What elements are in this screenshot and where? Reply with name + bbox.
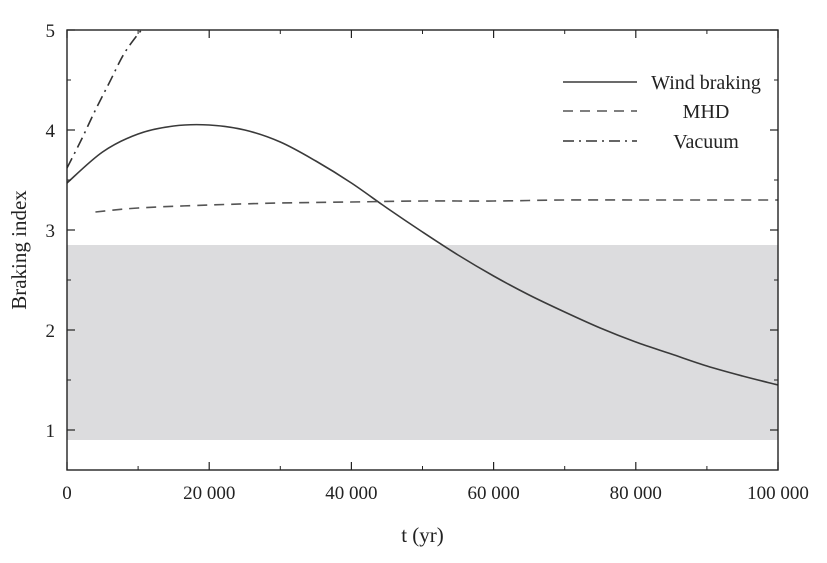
y-tick-label: 1 [46,421,56,442]
y-tick-label: 5 [46,21,56,42]
x-tick-label: 60 000 [467,483,519,504]
y-tick-label: 2 [46,321,56,342]
series-line-vacuum [67,30,143,169]
legend-label-wind-braking: Wind braking [651,72,761,94]
x-tick-label: 100 000 [747,483,809,504]
y-axis-label: Braking index [7,190,31,310]
shaded-band [67,245,778,440]
x-tick-label: 0 [62,483,72,504]
legend-label-vacuum: Vacuum [673,131,739,153]
legend: Wind braking MHD Vacuum [563,72,761,153]
x-tick-label: 80 000 [610,483,662,504]
legend-label-mhd: MHD [683,101,730,123]
series-layer [67,30,778,386]
y-tick-label: 4 [46,121,56,142]
x-axis-label: t (yr) [401,523,444,547]
x-tick-label: 20 000 [183,483,235,504]
series-line-mhd [95,199,778,213]
series-line-wind-braking [67,123,778,386]
ticks-layer: 0 20 000 40 000 60 000 80 000 100 000 1 2 3 4 5 [46,21,809,504]
y-tick-label: 3 [46,221,56,242]
x-tick-label: 40 000 [325,483,377,504]
